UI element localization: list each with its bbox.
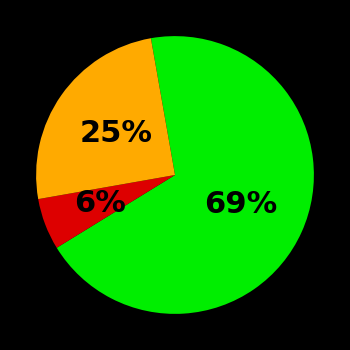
Wedge shape	[38, 175, 175, 248]
Text: 25%: 25%	[79, 119, 152, 148]
Text: 69%: 69%	[204, 190, 278, 219]
Wedge shape	[57, 36, 314, 314]
Text: 6%: 6%	[74, 189, 126, 218]
Wedge shape	[36, 38, 175, 199]
